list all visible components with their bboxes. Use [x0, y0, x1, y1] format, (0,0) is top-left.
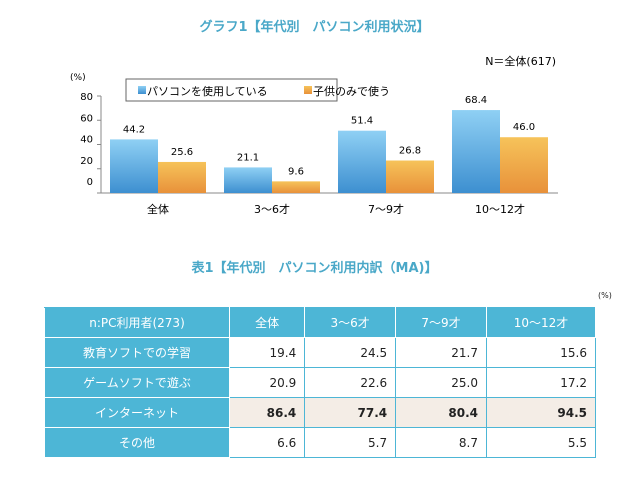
cell: 6.6: [228, 427, 306, 458]
header-cell: 10～12才: [486, 307, 596, 338]
table-title: 表1【年代別 パソコン利用内訳（MA)】: [191, 261, 438, 276]
bar-series-1: [224, 167, 272, 193]
table-row: その他 6.6 5.7 8.7 5.5: [44, 427, 596, 458]
bar-series-2: [500, 137, 548, 193]
cell: 24.5: [304, 337, 397, 368]
x-tick-label: 全体: [147, 202, 169, 216]
table-row: 教育ソフトでの学習 19.4 24.5 21.7 15.6: [44, 337, 596, 368]
header-cell: n:PC利用者(273): [44, 307, 230, 338]
legend-label-series-2: 子供のみで使う: [313, 84, 390, 98]
legend: [125, 78, 338, 102]
data-label: 25.6: [171, 147, 193, 158]
bar-series-1: [110, 139, 158, 193]
sample-size-note: N＝全体(617): [485, 54, 556, 68]
header-cell: 7～9才: [395, 307, 487, 338]
x-tick-label: 3～6才: [254, 202, 290, 216]
legend-swatch-series-2: [304, 86, 312, 94]
cell: 22.6: [304, 367, 397, 398]
y-axis-unit: (%): [70, 73, 86, 83]
row-label: その他: [44, 427, 230, 458]
row-label: 教育ソフトでの学習: [44, 337, 230, 368]
cell: 15.6: [486, 337, 596, 368]
bar-series-1: [338, 130, 386, 193]
y-tick-label: 40: [80, 135, 93, 146]
cell: 5.5: [486, 427, 596, 458]
table-header-row: n:PC利用者(273) 全体 3～6才 7～9才 10～12才: [44, 307, 596, 338]
cell: 17.2: [486, 367, 596, 398]
bar-series-1: [452, 110, 500, 193]
data-label: 9.6: [288, 166, 304, 177]
y-tick-label: 80: [80, 92, 93, 103]
cell: 77.4: [304, 397, 397, 428]
legend-label-series-1: パソコンを使用している: [147, 85, 268, 98]
table-row-highlighted: インターネット 86.4 77.4 80.4 94.5: [44, 397, 596, 428]
usage-table: n:PC利用者(273) 全体 3～6才 7～9才 10～12才 教育ソフトでの…: [44, 307, 596, 458]
cell: 86.4: [228, 397, 306, 428]
y-tick-label: 0: [87, 177, 93, 188]
data-label: 51.4: [351, 116, 373, 127]
cell: 8.7: [395, 427, 487, 458]
header-cell: 3～6才: [304, 307, 397, 338]
cell: 80.4: [395, 397, 487, 428]
y-tick-label: 60: [80, 113, 93, 124]
header-cell: 全体: [228, 307, 306, 338]
cell: 5.7: [304, 427, 397, 458]
data-label: 26.8: [399, 146, 421, 157]
chart-title: グラフ1【年代別 パソコン利用状況】: [199, 20, 430, 35]
bar-series-2: [386, 160, 434, 193]
cell: 25.0: [395, 367, 487, 398]
x-tick-label: 7～9才: [368, 202, 404, 216]
cell: 19.4: [228, 337, 306, 368]
data-label: 46.0: [513, 122, 535, 133]
table-row: ゲームソフトで遊ぶ 20.9 22.6 25.0 17.2: [44, 367, 596, 398]
table-unit: (%): [598, 291, 612, 300]
cell: 20.9: [228, 367, 306, 398]
data-label: 68.4: [465, 95, 487, 106]
x-tick-label: 10～12才: [475, 202, 525, 216]
y-tick-label: 20: [80, 156, 93, 167]
cell: 21.7: [395, 337, 487, 368]
bar-chart: N＝全体(617) (%) パソコンを使用している 子供のみで使う 80 60 40…: [70, 54, 558, 216]
data-label: 44.2: [123, 124, 145, 135]
row-label: ゲームソフトで遊ぶ: [44, 367, 230, 398]
bar-series-2: [158, 161, 206, 193]
cell: 94.5: [486, 397, 596, 428]
data-label: 21.1: [237, 152, 259, 163]
legend-swatch-series-1: [138, 86, 146, 94]
bar-series-2: [272, 181, 320, 193]
row-label: インターネット: [44, 397, 230, 428]
